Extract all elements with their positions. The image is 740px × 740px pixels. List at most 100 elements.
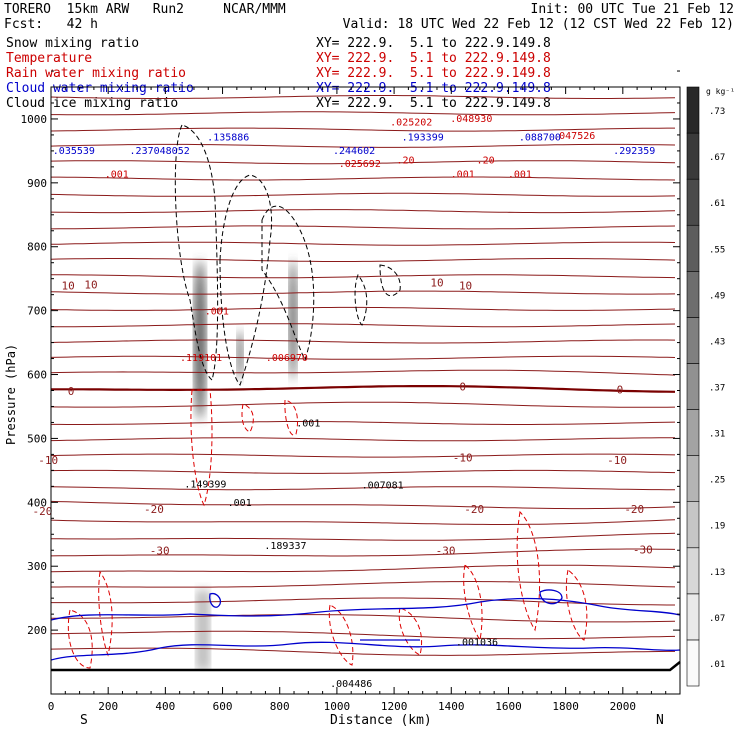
maximum-label: .088700 <box>519 133 561 144</box>
maximum-label: .20 <box>477 156 495 167</box>
x-tick-label: 2000 <box>610 700 637 713</box>
y-tick-label: 400 <box>27 496 47 509</box>
isotherm <box>51 95 676 99</box>
x-tick-label: 400 <box>155 700 175 713</box>
colorbar-segment <box>686 317 700 364</box>
isotherm <box>51 258 676 262</box>
isotherm <box>51 421 676 425</box>
isotherm <box>51 241 676 246</box>
maximum-label: .292359 <box>613 146 655 157</box>
x-tick-label: 800 <box>270 700 290 713</box>
isotherm-label: 10 <box>430 276 443 289</box>
colorbar-label: .43 <box>709 337 725 347</box>
isotherm <box>51 143 676 148</box>
rain-contour <box>241 403 254 433</box>
maximum-label: .001 <box>508 170 532 181</box>
colorbar-label: .13 <box>709 568 725 578</box>
colorbar: .01 .07 .13 .19 .25 .31 .37 .43 .49 .55 .61 .67 .73 <box>686 86 725 687</box>
rain-contour <box>190 389 213 507</box>
cloud-water-contours <box>51 589 680 661</box>
y-tick-label: 600 <box>27 369 47 382</box>
isotherm <box>51 401 676 408</box>
colorbar-label: .55 <box>709 245 725 255</box>
colorbar-label: .19 <box>709 522 725 532</box>
colorbar-segment <box>686 409 700 456</box>
isotherm <box>51 597 675 606</box>
model-title: TORERO 15km ARW Run2 NCAR/MMM <box>4 2 286 17</box>
isotherm <box>51 581 676 588</box>
rain-contour <box>398 607 422 656</box>
isotherm <box>51 469 676 474</box>
isotherm <box>51 339 676 344</box>
isotherm-label: 10 <box>62 280 75 293</box>
maximum-label: .001 <box>296 418 320 429</box>
rain-contour <box>565 569 588 641</box>
isotherm-label: -10 <box>453 451 473 464</box>
colorbar-segment <box>686 86 700 134</box>
legend-xy-temperature: XY= 222.9. 5.1 to 222.9.149.8 <box>316 51 551 66</box>
maximum-label: .035539 <box>53 146 95 157</box>
x-tick-label: 600 <box>213 700 233 713</box>
axes: 0 200 400 600 800 1000 1200 1400 1600 1800 2000200… <box>21 70 680 713</box>
maximum-label: .001036 <box>456 637 498 648</box>
isotherm <box>51 225 676 230</box>
forecast-hour: Fcst: 42 h <box>4 17 98 32</box>
snow-shading <box>194 260 297 670</box>
y-axis-label: Pressure (hPa) <box>4 344 18 445</box>
north-end-label: N <box>656 713 664 728</box>
y-tick-label: 700 <box>27 305 47 318</box>
x-tick-label: 200 <box>98 700 118 713</box>
isotherm <box>51 500 676 510</box>
x-tick-label: 1400 <box>438 700 465 713</box>
isotherm-label: -20 <box>624 503 644 516</box>
ice-contour <box>379 264 401 297</box>
x-axis-label: Distance (km) <box>330 713 432 728</box>
isotherm-label: -10 <box>38 454 58 467</box>
legend-label-temperature: Temperature <box>6 51 93 66</box>
colorbar-segment <box>686 178 700 226</box>
colorbar-label: .49 <box>709 291 725 301</box>
rain-contour <box>67 609 93 669</box>
cloud-water-contour <box>209 592 222 608</box>
colorbar-label: .07 <box>709 614 725 624</box>
colorbar-segment <box>686 547 700 595</box>
colorbar-segment <box>686 132 700 180</box>
colorbar-segment <box>686 501 700 549</box>
isotherm-labels: -30 -30 -30 -20 -20 -20 -20 -10 -10 -10 0 0 0 10 10 10 1… <box>32 276 652 557</box>
maximum-label: .007081 <box>362 480 404 491</box>
colorbar-segment <box>686 455 700 502</box>
maxima-labels: .001036.189337.001.007081.149399.001.004… <box>53 114 656 690</box>
colorbar-label: .01 <box>709 660 725 670</box>
cloud-water-contour <box>51 641 680 661</box>
isotherm <box>51 192 676 197</box>
y-tick-label: 900 <box>27 177 47 190</box>
snow-plume-low <box>196 590 210 670</box>
isotherm <box>51 614 676 623</box>
isotherm <box>51 486 675 491</box>
isotherm <box>51 369 676 376</box>
legend-label-cloud-water: Cloud water mixing ratio <box>6 81 194 96</box>
colorbar-label: .31 <box>709 430 725 440</box>
isotherm <box>51 564 676 573</box>
maximum-label: .047526 <box>553 131 595 142</box>
snow-plume <box>289 260 297 380</box>
rain-contour <box>98 570 113 657</box>
isotherm <box>51 290 676 295</box>
isotherm-label: 10 <box>459 280 472 293</box>
maximum-label: .001 <box>451 170 475 181</box>
maximum-label: .001 <box>228 498 252 509</box>
maximum-label: .048930 <box>450 114 492 125</box>
isotherm <box>51 127 675 132</box>
isotherm <box>51 274 676 279</box>
cloud-water-contour <box>539 589 563 605</box>
maximum-label: .025202 <box>390 117 432 128</box>
rain-contour <box>516 510 541 632</box>
x-tick-label: 1200 <box>381 700 408 713</box>
isotherm <box>51 437 675 442</box>
isotherm <box>51 323 676 328</box>
isotherm <box>51 548 676 557</box>
cloud-ice-contours <box>174 124 401 387</box>
isotherm-label: 0 <box>459 381 466 394</box>
maximum-label: .135886 <box>207 133 249 144</box>
